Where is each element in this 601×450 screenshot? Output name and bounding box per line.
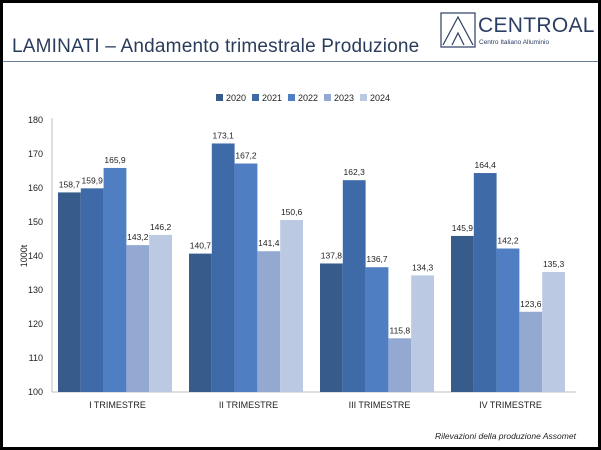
bar-2022-4 — [496, 248, 520, 392]
legend-swatch-2022 — [288, 94, 295, 101]
bar-2020-4 — [451, 235, 474, 392]
data-label-2021-1: 159,9 — [82, 175, 104, 185]
bar-chart: 100 110 120 130 140 150 160 170 180 1000t 158,7 159… — [19, 93, 576, 410]
bar-2022-2 — [234, 163, 258, 392]
data-label-2021-4: 164,4 — [475, 160, 497, 170]
slide: LAMINATI – Andamento trimestrale Produzi… — [3, 3, 598, 447]
y-tick-label: 180 — [28, 115, 43, 125]
legend-label-2022: 2022 — [298, 93, 318, 103]
y-tick-label: 100 — [28, 387, 43, 397]
legend-swatch-2024 — [360, 94, 367, 101]
data-label-2024-1: 146,2 — [150, 222, 172, 232]
data-label-2021-3: 162,3 — [344, 167, 366, 177]
legend-swatch-2023 — [324, 94, 331, 101]
data-label-2022-1: 165,9 — [104, 155, 126, 165]
legend-label-2024: 2024 — [370, 93, 390, 103]
bar-2024-2 — [280, 219, 303, 392]
y-tick-label: 120 — [28, 319, 43, 329]
x-category-label: IV TRIMESTRE — [479, 400, 542, 410]
centroal-logo: CENTROAL Centro Italiano Alluminio — [440, 12, 594, 58]
data-label-2023-4: 123,6 — [520, 299, 542, 309]
bar-2021-4 — [473, 173, 497, 392]
bar-2023-2 — [257, 251, 281, 392]
triangle-logo-icon — [440, 12, 476, 48]
bar-2020-3 — [320, 263, 343, 392]
bar-2024-1 — [149, 234, 172, 392]
title-divider — [3, 61, 598, 62]
data-label-2020-3: 137,8 — [321, 250, 343, 260]
y-tick-label: 110 — [29, 353, 43, 363]
bar-2023-4 — [519, 311, 543, 392]
y-tick-label: 140 — [28, 251, 43, 261]
source-note: Rilevazioni della produzione Assomet — [435, 431, 576, 441]
data-label-2023-3: 115,8 — [389, 325, 410, 335]
y-tick-label: 150 — [28, 217, 43, 227]
y-tick-label: 170 — [28, 149, 43, 159]
legend-swatch-2021 — [252, 94, 259, 101]
data-label-2023-2: 141,4 — [258, 238, 280, 248]
x-category-label: II TRIMESTRE — [219, 400, 278, 410]
bar-2021-2 — [211, 143, 235, 392]
logo-name: CENTROAL — [478, 14, 595, 37]
bar-2023-1 — [126, 245, 150, 392]
data-label-2020-4: 145,9 — [452, 223, 474, 233]
bar-2020-2 — [189, 253, 212, 392]
legend-label-2021: 2021 — [262, 93, 282, 103]
y-axis-label: 1000t — [19, 244, 29, 267]
legend-label-2020: 2020 — [226, 93, 246, 103]
data-label-2024-4: 135,3 — [543, 259, 565, 269]
bar-2024-3 — [411, 275, 434, 392]
bar-2020-1 — [58, 192, 81, 392]
data-label-2022-2: 167,2 — [235, 151, 257, 161]
bar-2022-1 — [103, 167, 127, 392]
bar-2023-3 — [388, 338, 412, 392]
data-label-2023-1: 143,2 — [127, 232, 149, 242]
data-label-2022-3: 136,7 — [366, 254, 388, 264]
y-tick-label: 130 — [28, 285, 43, 295]
page-title: LAMINATI – Andamento trimestrale Produzi… — [12, 36, 420, 57]
legend-label-2023: 2023 — [334, 93, 354, 103]
legend-swatch-2020 — [216, 94, 223, 101]
data-label-2020-2: 140,7 — [190, 241, 212, 251]
x-category-label: I TRIMESTRE — [89, 400, 146, 410]
data-label-2024-3: 134,3 — [412, 262, 434, 272]
data-label-2022-4: 142,2 — [497, 236, 519, 246]
x-category-label: III TRIMESTRE — [349, 400, 411, 410]
bar-2024-4 — [542, 271, 565, 392]
bar-2021-3 — [342, 180, 366, 392]
bar-2021-1 — [80, 188, 104, 392]
y-tick-label: 160 — [28, 183, 43, 193]
data-label-2024-2: 150,6 — [281, 207, 303, 217]
logo-subtitle: Centro Italiano Alluminio — [479, 39, 550, 46]
data-label-2020-1: 158,7 — [59, 179, 81, 189]
data-label-2021-2: 173,1 — [213, 130, 235, 140]
bar-2022-3 — [365, 267, 389, 392]
